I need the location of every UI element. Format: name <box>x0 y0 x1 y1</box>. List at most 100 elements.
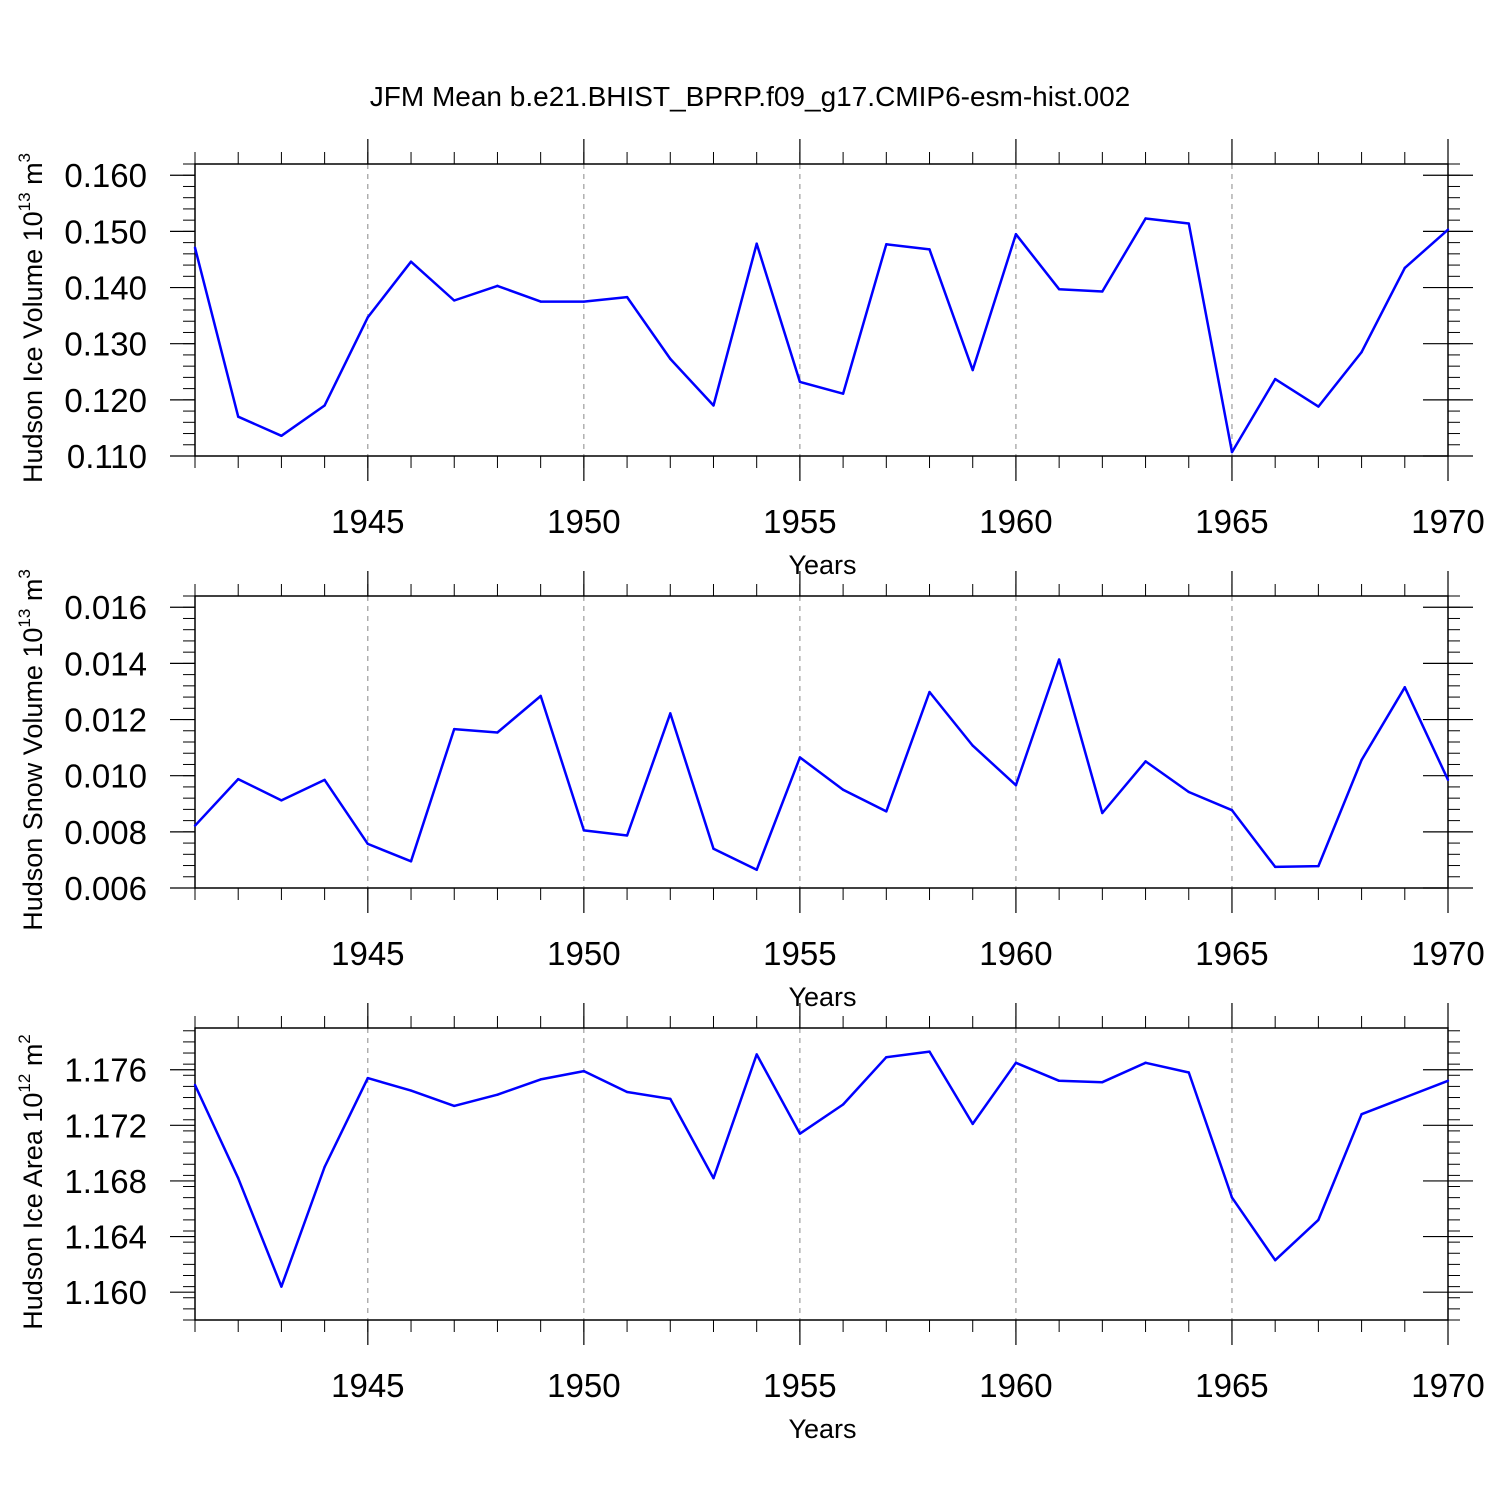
series-line-hudson-ice-area <box>193 1050 1449 1288</box>
data-point <box>669 712 672 715</box>
data-point <box>193 1083 197 1087</box>
data-point <box>1403 1096 1406 1099</box>
x-axis-title: Years <box>788 982 856 1012</box>
figure-title: JFM Mean b.e21.BHIST_BPRP.f09_g17.CMIP6-… <box>370 81 1131 112</box>
y-tick-label: 0.010 <box>64 758 147 795</box>
data-point <box>496 284 499 288</box>
y-tick-label: 0.120 <box>64 382 147 419</box>
data-point <box>1273 1259 1277 1262</box>
data-point <box>841 1103 845 1106</box>
y-tick-label: 0.012 <box>64 702 147 739</box>
data-point <box>409 860 413 863</box>
data-point <box>237 415 240 418</box>
data-point <box>1230 1196 1234 1199</box>
data-point <box>1403 266 1406 270</box>
data-point <box>798 756 802 759</box>
x-tick-label: 1950 <box>547 1367 620 1404</box>
data-point <box>625 834 629 837</box>
y-tick-label: 1.160 <box>64 1274 147 1311</box>
data-point <box>323 778 326 782</box>
data-point <box>625 295 629 299</box>
data-point <box>928 690 931 694</box>
data-point <box>755 242 758 245</box>
data-point <box>1187 1071 1190 1074</box>
data-point <box>1317 405 1320 408</box>
data-point <box>539 300 542 303</box>
x-tick-label: 1950 <box>547 935 620 972</box>
x-tick-label: 1965 <box>1195 935 1268 972</box>
data-point <box>841 392 845 395</box>
data-point <box>323 404 326 407</box>
data-point <box>841 788 845 791</box>
y-tick-label: 0.006 <box>64 870 147 907</box>
y-tick-label: 0.160 <box>64 157 147 194</box>
data-point <box>539 1078 542 1081</box>
x-tick-label: 1955 <box>763 1367 836 1404</box>
data-point <box>1273 865 1277 869</box>
data-point <box>453 1104 456 1108</box>
data-point <box>323 1165 326 1169</box>
data-point <box>366 316 370 319</box>
series-line-hudson-snow-volume <box>194 658 1450 872</box>
data-point <box>1360 758 1363 762</box>
x-tick-label: 1945 <box>331 935 404 972</box>
data-point <box>1273 377 1277 381</box>
data-point <box>1057 658 1061 661</box>
y-tick-label: 0.140 <box>64 270 147 307</box>
x-tick-label: 1955 <box>763 935 836 972</box>
data-point <box>582 300 586 303</box>
y-tick-label: 0.150 <box>64 213 147 250</box>
data-point <box>237 1176 240 1180</box>
data-point <box>1446 228 1450 231</box>
data-point <box>496 1093 499 1096</box>
data-point <box>625 1090 629 1094</box>
y-tick-label: 1.168 <box>64 1163 147 1200</box>
data-point <box>1014 1061 1018 1064</box>
data-point <box>1230 450 1234 454</box>
data-point <box>755 1053 758 1056</box>
data-point <box>1360 1113 1363 1116</box>
data-point <box>885 810 888 813</box>
data-point <box>971 368 974 372</box>
data-point <box>193 824 197 827</box>
y-tick-label: 0.130 <box>64 326 147 363</box>
y-axis-title: Hudson Snow Volume 1013 m3 <box>15 569 48 931</box>
x-tick-label: 1960 <box>979 503 1052 540</box>
data-point <box>1101 1081 1104 1084</box>
data-point <box>237 777 240 781</box>
data-point <box>1101 290 1104 293</box>
plot-frame <box>194 1027 1449 1321</box>
data-point <box>1057 288 1061 291</box>
data-point <box>1144 217 1147 220</box>
x-tick-label: 1970 <box>1411 1367 1484 1404</box>
plot-frame <box>194 163 1449 457</box>
x-tick-label: 1965 <box>1195 1367 1268 1404</box>
data-point <box>1014 232 1018 236</box>
x-tick-label: 1970 <box>1411 503 1484 540</box>
x-tick-label: 1970 <box>1411 935 1484 972</box>
y-tick-label: 1.172 <box>64 1107 147 1144</box>
data-point <box>1230 809 1234 812</box>
data-point <box>1360 350 1363 354</box>
data-point <box>1101 811 1104 815</box>
data-point <box>366 842 370 846</box>
y-tick-label: 0.016 <box>64 589 147 626</box>
data-point <box>971 744 974 747</box>
x-tick-label: 1960 <box>979 935 1052 972</box>
y-tick-label: 1.176 <box>64 1052 147 1089</box>
data-point <box>1144 760 1147 763</box>
data-point <box>712 404 715 407</box>
data-point <box>1403 686 1406 689</box>
data-point <box>1057 1079 1061 1083</box>
data-point <box>280 434 283 437</box>
data-point <box>669 357 672 361</box>
data-point <box>280 799 283 802</box>
data-point <box>453 727 456 731</box>
panels: 0.110 0.120 0.130 0.140 0.150 0.160 1945 1950 19… <box>15 139 1485 1444</box>
data-point <box>1446 778 1450 782</box>
data-point <box>755 868 758 871</box>
panel-1: 0.110 0.120 0.130 0.140 0.150 0.160 1945 1950 19… <box>15 139 1485 580</box>
data-point <box>1317 864 1320 868</box>
x-tick-label: 1950 <box>547 503 620 540</box>
